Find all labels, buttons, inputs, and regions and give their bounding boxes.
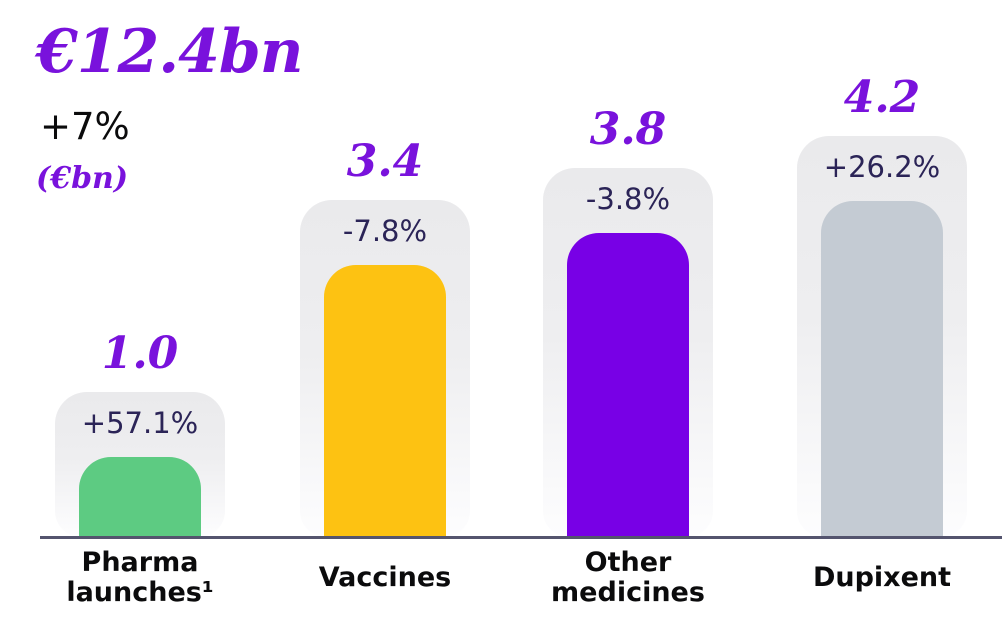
bar-pharma-launches xyxy=(79,457,201,537)
bar-pill-pharma-launches: +57.1% xyxy=(55,392,225,537)
bar-group-other-medicines: 3.8 -3.8% xyxy=(543,108,713,537)
bar-value-label-other-medicines: 3.8 xyxy=(589,104,667,155)
bar-change-label-vaccines: -7.8% xyxy=(342,214,428,248)
bar-other-medicines xyxy=(567,233,689,537)
bar-pill-dupixent: +26.2% xyxy=(797,136,967,537)
bar-change-label-pharma-launches: +57.1% xyxy=(81,406,199,440)
bar-group-dupixent: 4.2 +26.2% xyxy=(797,76,967,537)
bar-value-label-vaccines: 3.4 xyxy=(346,136,424,187)
bar-value-label-dupixent: 4.2 xyxy=(843,72,921,123)
total-revenue-value: €12.4bn xyxy=(36,17,303,87)
bar-group-vaccines: 3.4 -7.8% xyxy=(300,140,470,537)
total-growth-label: +7% xyxy=(40,105,130,148)
category-label-other-medicines: Other medicines xyxy=(551,546,705,608)
category-label-dupixent: Dupixent xyxy=(812,561,952,593)
bar-vaccines xyxy=(324,265,446,537)
bar-pill-vaccines: -7.8% xyxy=(300,200,470,537)
bar-group-pharma-launches: 1.0 +57.1% xyxy=(55,332,225,537)
bar-dupixent xyxy=(821,201,943,537)
bar-pill-other-medicines: -3.8% xyxy=(543,168,713,537)
category-label-vaccines: Vaccines xyxy=(318,561,452,593)
bar-change-label-dupixent: +26.2% xyxy=(823,150,941,184)
x-axis-line xyxy=(40,536,1002,539)
currency-unit-label: (€bn) xyxy=(36,161,129,196)
category-label-pharma-launches: Pharma launches¹ xyxy=(66,546,214,608)
bar-change-label-other-medicines: -3.8% xyxy=(585,182,671,216)
bar-value-label-pharma-launches: 1.0 xyxy=(101,328,179,379)
